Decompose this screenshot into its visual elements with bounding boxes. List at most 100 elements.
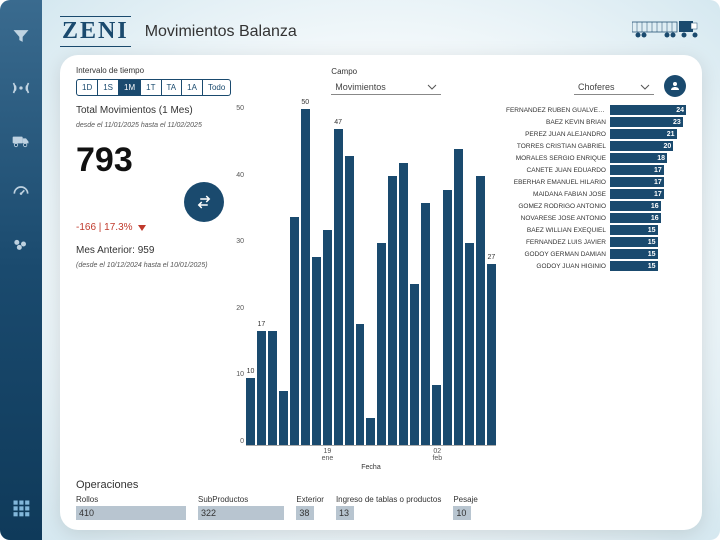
driver-name: BAEZ KEVIN BRIAN [506, 119, 606, 126]
interval-btn-1a[interactable]: 1A [182, 79, 203, 96]
driver-name: CAÑETE JUAN EDUARDO [506, 167, 606, 174]
op-bar[interactable]: 10 [453, 506, 471, 520]
driver-value: 17 [654, 165, 662, 175]
x-tick [278, 448, 287, 462]
driver-row[interactable]: GODOY JUAN HIGINIO15 [506, 261, 686, 271]
delta-text: -166 | 17.3% [76, 222, 133, 233]
chart-bar[interactable] [432, 385, 441, 445]
op-item: Ingreso de tablas o productos 13 [336, 495, 441, 520]
driver-row[interactable]: MORALES SERGIO ENRIQUE18 [506, 153, 686, 163]
driver-row[interactable]: CAÑETE JUAN EDUARDO 17 [506, 165, 686, 175]
interval-btn-ta[interactable]: TA [162, 79, 183, 96]
chart-bar[interactable] [465, 243, 474, 445]
interval-btn-1t[interactable]: 1T [141, 79, 161, 96]
chart-bar[interactable] [312, 257, 321, 445]
x-tick [346, 448, 355, 462]
chart-bar[interactable]: 50 [301, 109, 310, 445]
x-tick [257, 448, 266, 462]
op-label: Pesaje [453, 495, 477, 504]
chart-bar[interactable]: 47 [334, 129, 343, 445]
driver-row[interactable]: BAEZ WILLIAN EXEQUIEL15 [506, 225, 686, 235]
chart-bar[interactable] [377, 243, 386, 445]
x-tick [300, 448, 309, 462]
chart-bar[interactable] [290, 217, 299, 445]
logs-icon[interactable] [9, 232, 33, 256]
interval-btn-1s[interactable]: 1S [98, 79, 119, 96]
x-tick [455, 448, 464, 462]
chart-bar[interactable] [410, 284, 419, 445]
chart-bar[interactable] [279, 391, 288, 445]
driver-row[interactable]: GODOY GERMAN DAMIAN15 [506, 249, 686, 259]
driver-bar: 16 [610, 201, 661, 211]
x-tick [487, 448, 496, 462]
driver-bar: 15 [610, 249, 658, 259]
interval-btn-1d[interactable]: 1D [76, 79, 98, 96]
chart-bar[interactable] [443, 190, 452, 445]
chart-bar[interactable] [476, 176, 485, 445]
chart-bar[interactable] [454, 149, 463, 445]
chart-bar[interactable] [399, 163, 408, 445]
driver-row[interactable]: FERNANDEZ RUBEN GUALVERTO24 [506, 105, 686, 115]
choferes-filter: Choferes [574, 67, 654, 95]
op-bar[interactable]: 410 [76, 506, 186, 520]
truck-header-icon [632, 18, 702, 45]
y-tick: 50 [230, 105, 244, 112]
interval-buttons: 1D1S1M1TTA1ATodo [76, 79, 231, 96]
driver-row[interactable]: PEREZ JUAN ALEJANDRO21 [506, 129, 686, 139]
driver-row[interactable]: TORRES CRISTIAN GABRIEL20 [506, 141, 686, 151]
header: ZENI Movimientos Balanza [60, 16, 702, 47]
chart-bar[interactable] [388, 176, 397, 445]
chart-bar[interactable]: 17 [257, 331, 266, 445]
ops-row: Rollos410SubProductos322Exterior38Ingres… [76, 495, 686, 520]
signal-icon[interactable] [9, 76, 33, 100]
driver-bar: 18 [610, 153, 667, 163]
driver-row[interactable]: BAEZ KEVIN BRIAN23 [506, 117, 686, 127]
chart-bar[interactable]: 27 [487, 264, 496, 445]
chart-bar[interactable] [323, 230, 332, 445]
op-bar[interactable]: 38 [296, 506, 314, 520]
driver-name: GOMEZ RODRIGO ANTONIO [506, 203, 606, 210]
filter-icon[interactable] [9, 24, 33, 48]
sidebar [0, 0, 42, 540]
driver-name: BAEZ WILLIAN EXEQUIEL [506, 227, 606, 234]
x-tick [246, 448, 255, 462]
driver-bar: 21 [610, 129, 677, 139]
y-tick: 30 [230, 238, 244, 245]
chart-bar[interactable] [421, 203, 430, 445]
driver-row[interactable]: MAIDANA FABIAN JOSE17 [506, 189, 686, 199]
chart-bar[interactable] [366, 418, 375, 445]
driver-bar-wrap: 15 [610, 261, 686, 271]
filters-row: Intervalo de tiempo 1D1S1M1TTA1ATodo Cam… [76, 65, 686, 97]
driver-row[interactable]: NOVARESE JOSE ANTONIO16 [506, 213, 686, 223]
driver-row[interactable]: GOMEZ RODRIGO ANTONIO 16 [506, 201, 686, 211]
interval-btn-1m[interactable]: 1M [119, 79, 141, 96]
gauge-icon[interactable] [9, 180, 33, 204]
truck-nav-icon[interactable] [9, 128, 33, 152]
chart-bar[interactable] [268, 331, 277, 445]
swap-button[interactable] [184, 182, 224, 222]
interval-btn-todo[interactable]: Todo [203, 79, 231, 96]
grid-icon[interactable] [9, 496, 33, 520]
op-bar[interactable]: 13 [336, 506, 354, 520]
op-bar[interactable]: 322 [198, 506, 284, 520]
driver-icon-button[interactable] [664, 75, 686, 97]
content-row: Total Movimientos (1 Mes) desde el 11/01… [76, 105, 686, 471]
choferes-dropdown[interactable]: Choferes [574, 80, 654, 95]
bar-label: 47 [334, 119, 342, 126]
x-tick [411, 448, 420, 462]
x-axis-label: Fecha [246, 464, 496, 471]
x-tick [368, 448, 377, 462]
campo-dropdown[interactable]: Movimientos [331, 80, 441, 95]
interval-filter: Intervalo de tiempo 1D1S1M1TTA1ATodo [76, 66, 231, 96]
chart-bar[interactable]: 10 [246, 378, 255, 445]
chart-bar[interactable] [356, 324, 365, 445]
op-label: SubProductos [198, 495, 284, 504]
op-label: Ingreso de tablas o productos [336, 495, 441, 504]
driver-row[interactable]: FERNANDEZ LUIS JAVIER15 [506, 237, 686, 247]
driver-row[interactable]: EBERHAR EMANUEL HILARIO17 [506, 177, 686, 187]
driver-name: FERNANDEZ LUIS JAVIER [506, 239, 606, 246]
bar-label: 17 [258, 321, 266, 328]
chart-bar[interactable] [345, 156, 354, 445]
driver-value: 17 [654, 189, 662, 199]
driver-bar: 17 [610, 189, 664, 199]
